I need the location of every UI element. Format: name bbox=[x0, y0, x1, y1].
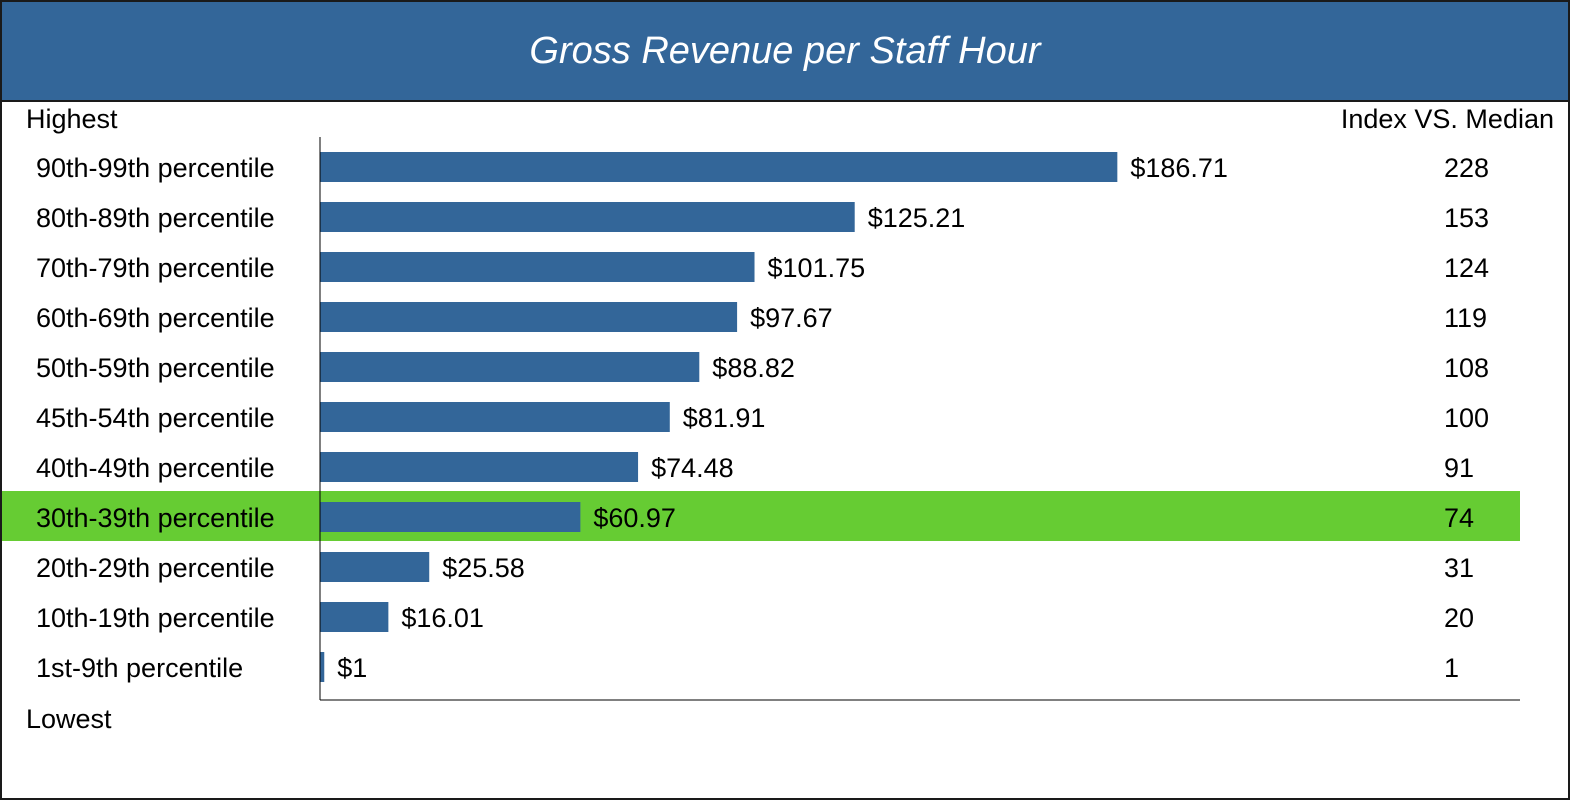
value-label: $1 bbox=[337, 653, 367, 683]
bar bbox=[320, 452, 639, 482]
category-label: 40th-49th percentile bbox=[36, 453, 275, 483]
category-label: 60th-69th percentile bbox=[36, 303, 275, 333]
bar bbox=[320, 552, 430, 582]
index-value: 119 bbox=[1444, 303, 1487, 333]
highest-label: Highest bbox=[26, 104, 118, 134]
index-header: Index VS. Median bbox=[1340, 104, 1554, 134]
category-label: 90th-99th percentile bbox=[36, 153, 275, 183]
value-label: $74.48 bbox=[651, 453, 734, 483]
lowest-label: Lowest bbox=[26, 704, 112, 734]
value-label: $88.82 bbox=[712, 353, 795, 383]
title-bar: Gross Revenue per Staff Hour bbox=[2, 2, 1568, 102]
index-value: 31 bbox=[1444, 553, 1474, 583]
value-label: $25.58 bbox=[442, 553, 525, 583]
value-label: $16.01 bbox=[401, 603, 484, 633]
value-label: $101.75 bbox=[768, 253, 866, 283]
category-label: 30th-39th percentile bbox=[36, 503, 275, 533]
bar bbox=[320, 302, 738, 332]
bar bbox=[320, 202, 855, 232]
bar bbox=[320, 402, 670, 432]
bar bbox=[320, 652, 325, 682]
index-value: 91 bbox=[1444, 453, 1474, 483]
category-label: 50th-59th percentile bbox=[36, 353, 275, 383]
value-label: $81.91 bbox=[683, 403, 766, 433]
bar bbox=[320, 502, 581, 532]
index-value: 20 bbox=[1444, 603, 1474, 633]
value-label: $125.21 bbox=[868, 203, 966, 233]
category-label: 10th-19th percentile bbox=[36, 603, 275, 633]
value-label: $97.67 bbox=[750, 303, 833, 333]
category-label: 80th-89th percentile bbox=[36, 203, 275, 233]
bar bbox=[320, 352, 700, 382]
bar bbox=[320, 152, 1118, 182]
value-label: $186.71 bbox=[1130, 153, 1228, 183]
category-label: 1st-9th percentile bbox=[36, 653, 243, 683]
bar bbox=[320, 252, 755, 282]
category-label: 70th-79th percentile bbox=[36, 253, 275, 283]
index-value: 108 bbox=[1444, 353, 1489, 383]
highlight-row bbox=[2, 491, 1520, 541]
chart-title: Gross Revenue per Staff Hour bbox=[529, 29, 1041, 72]
category-label: 45th-54th percentile bbox=[36, 403, 275, 433]
index-value: 100 bbox=[1444, 403, 1489, 433]
value-label: $60.97 bbox=[593, 503, 676, 533]
category-label: 20th-29th percentile bbox=[36, 553, 275, 583]
index-value: 153 bbox=[1444, 203, 1489, 233]
index-value: 1 bbox=[1444, 653, 1459, 683]
index-value: 124 bbox=[1444, 253, 1489, 283]
bar bbox=[320, 602, 389, 632]
index-value: 228 bbox=[1444, 153, 1489, 183]
index-value: 74 bbox=[1444, 503, 1474, 533]
